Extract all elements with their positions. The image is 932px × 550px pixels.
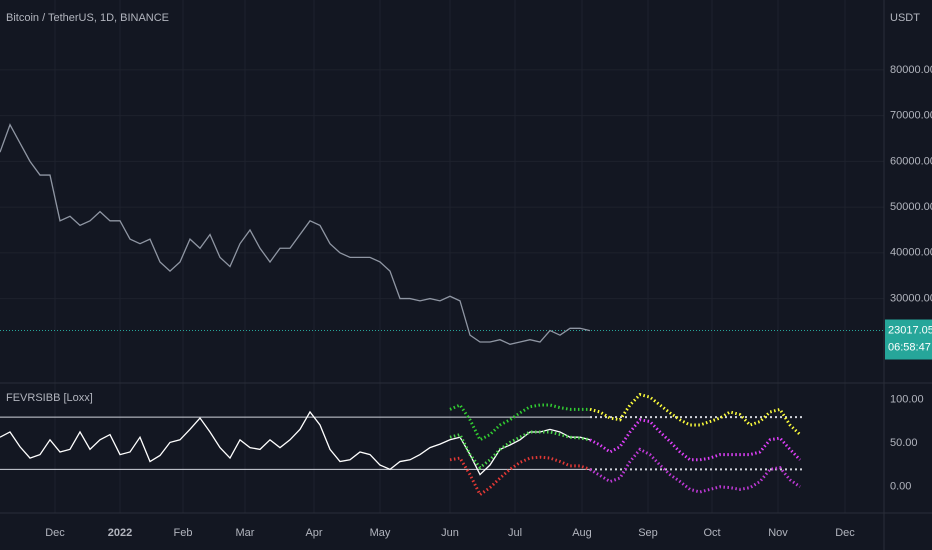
x-tick-label: Aug bbox=[572, 527, 592, 539]
y-tick-label: 40000.00 bbox=[890, 247, 932, 259]
x-tick-label: Dec bbox=[45, 527, 65, 539]
indicator-title: FEVRSIBB [Loxx] bbox=[6, 392, 93, 404]
currency-label: USDT bbox=[890, 12, 920, 24]
y-tick-label: 70000.00 bbox=[890, 110, 932, 122]
y-tick-label: 60000.00 bbox=[890, 155, 932, 167]
x-tick-label: Sep bbox=[638, 527, 658, 539]
data-line bbox=[449, 455, 591, 497]
data-line bbox=[449, 430, 591, 470]
x-tick-label: Apr bbox=[305, 527, 322, 539]
x-tick-label: May bbox=[370, 527, 391, 539]
countdown-label: 06:58:47 bbox=[888, 341, 931, 353]
x-tick-label: Jul bbox=[508, 527, 522, 539]
data-line bbox=[589, 447, 801, 494]
y-tick-label: 50.00 bbox=[890, 437, 918, 449]
x-tick-label: Dec bbox=[835, 527, 855, 539]
data-line bbox=[449, 403, 590, 442]
data-line bbox=[0, 410, 591, 476]
last-price-label: 23017.05 bbox=[888, 324, 932, 336]
data-line bbox=[589, 392, 802, 436]
y-tick-label: 50000.00 bbox=[890, 201, 932, 213]
x-tick-label: Oct bbox=[703, 527, 720, 539]
y-tick-label: 100.00 bbox=[890, 394, 924, 406]
last-price-box bbox=[885, 319, 932, 360]
x-tick-label: Mar bbox=[236, 527, 255, 539]
y-tick-label: 30000.00 bbox=[890, 292, 932, 304]
x-tick-label: Feb bbox=[174, 527, 193, 539]
x-tick-label: 2022 bbox=[108, 527, 132, 539]
chart-title: Bitcoin / TetherUS, 1D, BINANCE bbox=[6, 12, 169, 24]
y-tick-label: 0.00 bbox=[890, 481, 911, 493]
data-line bbox=[589, 418, 802, 462]
x-tick-label: Nov bbox=[768, 527, 788, 539]
x-tick-label: Jun bbox=[441, 527, 459, 539]
y-tick-label: 80000.00 bbox=[890, 64, 932, 76]
data-line bbox=[0, 123, 591, 345]
